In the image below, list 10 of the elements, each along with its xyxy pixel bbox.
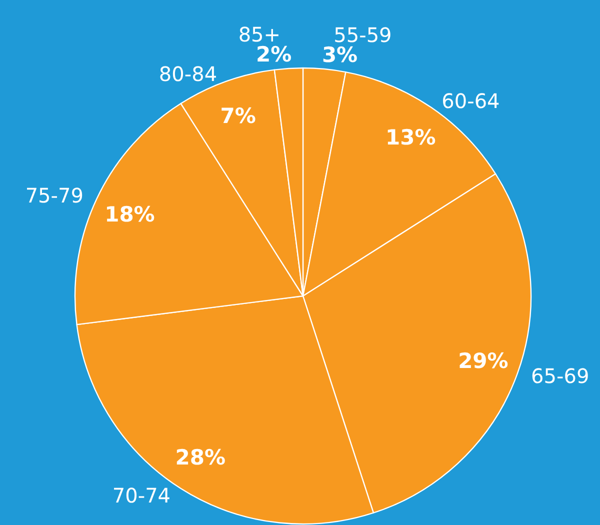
data-label: 7% (220, 104, 256, 128)
slice-label: 60-64 (442, 88, 500, 113)
slice-label: 70-74 (112, 483, 171, 508)
data-label: 18% (104, 202, 155, 226)
data-label: 13% (386, 126, 436, 150)
slice-label: 75-79 (25, 184, 84, 208)
slice-label: 65-69 (531, 364, 590, 388)
slice-label: 80-84 (158, 62, 218, 86)
data-label: 29% (458, 348, 508, 373)
data-label: 28% (175, 446, 226, 470)
